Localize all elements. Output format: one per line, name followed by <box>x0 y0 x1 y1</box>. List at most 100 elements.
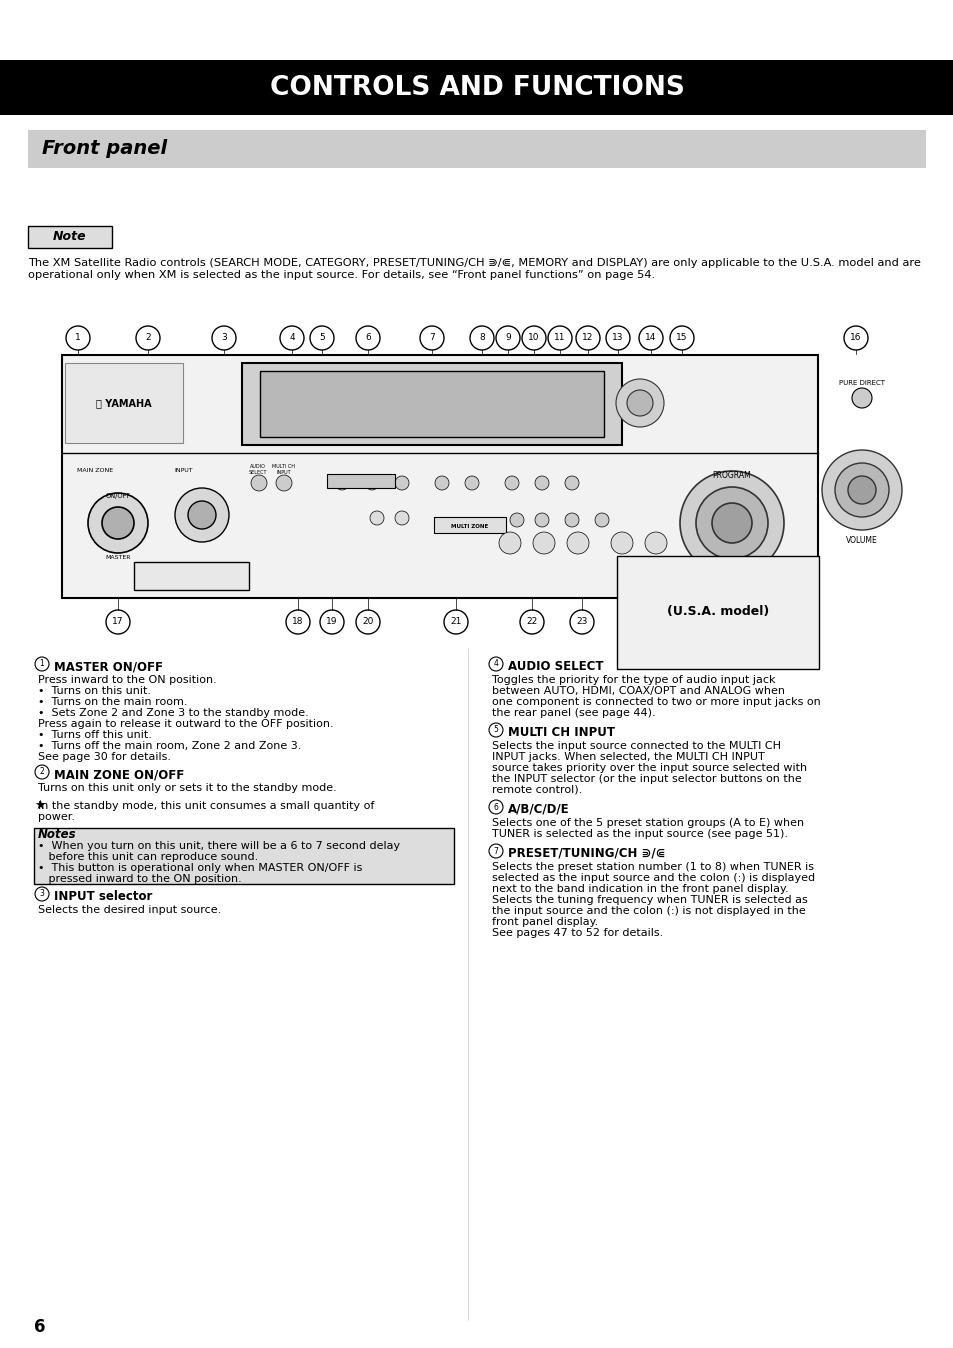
Circle shape <box>212 326 235 350</box>
Text: 6: 6 <box>34 1318 46 1336</box>
Text: Toggles the priority for the type of audio input jack: Toggles the priority for the type of aud… <box>492 675 775 685</box>
Circle shape <box>626 390 652 417</box>
Text: •  Turns off this unit.: • Turns off this unit. <box>38 731 152 740</box>
Text: between AUTO, HDMI, COAX/OPT and ANALOG when: between AUTO, HDMI, COAX/OPT and ANALOG … <box>492 686 784 696</box>
Text: 17: 17 <box>112 617 124 627</box>
Circle shape <box>847 476 875 504</box>
Circle shape <box>696 487 767 559</box>
Text: •  Turns on this unit.: • Turns on this unit. <box>38 686 151 696</box>
Circle shape <box>489 844 502 857</box>
Text: 5: 5 <box>493 725 497 735</box>
Circle shape <box>564 476 578 491</box>
Circle shape <box>174 488 229 542</box>
Circle shape <box>286 611 310 634</box>
Text: next to the band indication in the front panel display.: next to the band indication in the front… <box>492 884 788 894</box>
Circle shape <box>106 611 130 634</box>
Circle shape <box>395 476 409 491</box>
Text: See page 30 for details.: See page 30 for details. <box>38 752 171 762</box>
Circle shape <box>519 611 543 634</box>
Text: 6: 6 <box>493 802 497 811</box>
Text: 19: 19 <box>326 617 337 627</box>
Circle shape <box>564 514 578 527</box>
Text: (U.S.A. model): (U.S.A. model) <box>666 605 768 619</box>
Circle shape <box>639 326 662 350</box>
Text: VOLUME: VOLUME <box>845 537 877 545</box>
Text: pressed inward to the ON position.: pressed inward to the ON position. <box>38 874 241 884</box>
Circle shape <box>489 723 502 737</box>
Circle shape <box>355 326 379 350</box>
Text: A/B/C/D/E: A/B/C/D/E <box>507 803 569 816</box>
Circle shape <box>535 514 548 527</box>
Text: MASTER ON/OFF: MASTER ON/OFF <box>54 661 163 673</box>
Text: 3: 3 <box>221 333 227 342</box>
FancyBboxPatch shape <box>28 226 112 248</box>
FancyBboxPatch shape <box>28 129 925 168</box>
Text: Selects the preset station number (1 to 8) when TUNER is: Selects the preset station number (1 to … <box>492 861 813 872</box>
Text: TUNER is selected as the input source (see page 51).: TUNER is selected as the input source (s… <box>492 829 787 838</box>
Text: power.: power. <box>38 811 75 822</box>
Text: MASTER: MASTER <box>105 555 131 559</box>
Circle shape <box>365 476 378 491</box>
Circle shape <box>188 501 215 528</box>
Text: 2: 2 <box>145 333 151 342</box>
Circle shape <box>711 503 751 543</box>
Text: PROGRAM: PROGRAM <box>712 470 751 480</box>
Circle shape <box>275 474 292 491</box>
Circle shape <box>595 514 608 527</box>
Text: 22: 22 <box>526 617 537 627</box>
Circle shape <box>498 532 520 554</box>
Text: Press again to release it outward to the OFF position.: Press again to release it outward to the… <box>38 718 334 729</box>
Text: ON/OFF: ON/OFF <box>106 493 131 499</box>
Circle shape <box>605 326 629 350</box>
Circle shape <box>569 611 594 634</box>
Circle shape <box>310 326 334 350</box>
Text: The XM Satellite Radio controls (SEARCH MODE, CATEGORY, PRESET/TUNING/CH ⋑/⋐, ME: The XM Satellite Radio controls (SEARCH … <box>28 257 920 279</box>
Text: Note: Note <box>53 231 87 244</box>
Circle shape <box>636 611 659 634</box>
FancyBboxPatch shape <box>34 828 454 884</box>
Text: MULTI CH
INPUT: MULTI CH INPUT <box>273 464 295 474</box>
Text: one component is connected to two or more input jacks on: one component is connected to two or mor… <box>492 697 820 706</box>
Circle shape <box>136 326 160 350</box>
Circle shape <box>679 470 783 576</box>
Circle shape <box>251 474 267 491</box>
Text: 7: 7 <box>493 847 497 856</box>
Circle shape <box>395 511 409 524</box>
Text: 6: 6 <box>365 333 371 342</box>
Circle shape <box>834 462 888 518</box>
Text: 10: 10 <box>528 333 539 342</box>
Circle shape <box>66 326 90 350</box>
Text: 3: 3 <box>39 890 45 899</box>
Circle shape <box>35 656 49 671</box>
Text: MULTI CH INPUT: MULTI CH INPUT <box>507 727 615 739</box>
Text: 24: 24 <box>641 617 653 627</box>
Text: 23: 23 <box>576 617 587 627</box>
FancyBboxPatch shape <box>0 61 953 115</box>
Circle shape <box>280 326 304 350</box>
Text: 16: 16 <box>849 333 861 342</box>
FancyBboxPatch shape <box>242 363 621 445</box>
Text: INPUT selector: INPUT selector <box>54 890 152 903</box>
Circle shape <box>435 476 449 491</box>
Text: 21: 21 <box>450 617 461 627</box>
Text: 5: 5 <box>319 333 325 342</box>
Text: source takes priority over the input source selected with: source takes priority over the input sou… <box>492 763 806 772</box>
Circle shape <box>576 326 599 350</box>
FancyBboxPatch shape <box>133 562 249 590</box>
Text: 1: 1 <box>40 659 45 669</box>
Text: 15: 15 <box>676 333 687 342</box>
FancyBboxPatch shape <box>65 363 183 443</box>
Text: 12: 12 <box>581 333 593 342</box>
Text: Selects one of the 5 preset station groups (A to E) when: Selects one of the 5 preset station grou… <box>492 818 803 828</box>
Circle shape <box>419 326 443 350</box>
Text: 11: 11 <box>554 333 565 342</box>
Circle shape <box>610 532 633 554</box>
Text: the INPUT selector (or the input selector buttons on the: the INPUT selector (or the input selecto… <box>492 774 801 785</box>
Circle shape <box>566 532 588 554</box>
Circle shape <box>851 388 871 408</box>
Text: CONTROLS AND FUNCTIONS: CONTROLS AND FUNCTIONS <box>270 75 683 101</box>
FancyBboxPatch shape <box>62 355 817 599</box>
Text: ★: ★ <box>34 799 45 811</box>
Text: INPUT: INPUT <box>173 468 193 473</box>
Circle shape <box>470 326 494 350</box>
